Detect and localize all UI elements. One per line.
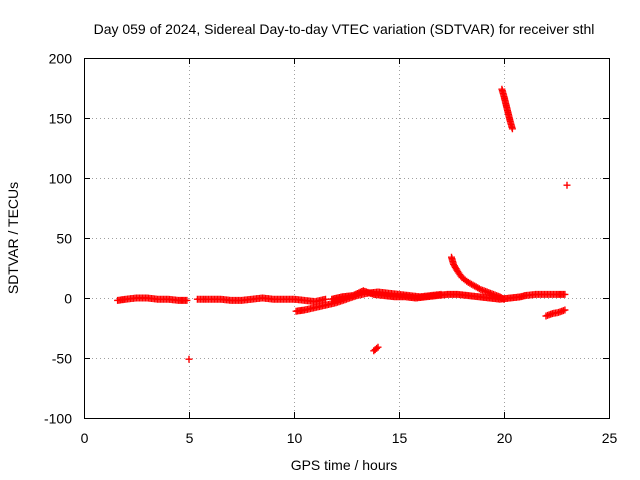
series-sat-a [114, 294, 191, 304]
data-point [185, 355, 193, 363]
series-sat-i [370, 343, 382, 355]
series-sat-e [448, 253, 508, 303]
data-point [508, 125, 516, 133]
x-tick-label: 0 [81, 430, 89, 446]
data-point [374, 343, 382, 351]
series-sat-f [498, 85, 516, 133]
series-sat-k [563, 181, 571, 189]
data-point [563, 181, 571, 189]
data-point [183, 296, 191, 304]
data-point [322, 295, 329, 303]
x-axis-label: GPS time / hours [291, 457, 398, 473]
data-point [475, 285, 483, 293]
series-sat-g [521, 290, 569, 300]
series-sat-j [185, 355, 193, 363]
y-axis-label: SDTVAR / TECUs [5, 182, 21, 294]
data-point [373, 344, 381, 352]
y-tick-label: 200 [49, 51, 73, 67]
data-point [561, 290, 569, 298]
series-sat-d [328, 287, 529, 303]
series-sat-h [542, 306, 569, 320]
axis-ticks: 0 5 10 15 20 25 -100 -50 0 50 100 150 200 [44, 51, 618, 447]
x-tick-label: 5 [186, 430, 194, 446]
x-tick-label: 10 [287, 430, 303, 446]
x-tick-label: 25 [602, 430, 618, 446]
data-point [500, 295, 508, 303]
y-tick-label: 100 [49, 171, 73, 187]
chart-title: Day 059 of 2024, Sidereal Day-to-day VTE… [94, 21, 595, 37]
plot-frame [84, 58, 610, 419]
y-tick-label: 0 [64, 291, 72, 307]
grid-lines [84, 58, 609, 418]
data-point [499, 294, 507, 302]
y-tick-label: 50 [56, 231, 72, 247]
data-point [561, 306, 569, 314]
y-tick-label: 150 [49, 111, 73, 127]
y-tick-label: -50 [52, 351, 72, 367]
x-tick-label: 20 [497, 430, 513, 446]
x-tick-label: 15 [392, 430, 408, 446]
data-series [114, 85, 571, 363]
series-sat-b [193, 294, 329, 306]
y-tick-label: -100 [44, 411, 72, 427]
